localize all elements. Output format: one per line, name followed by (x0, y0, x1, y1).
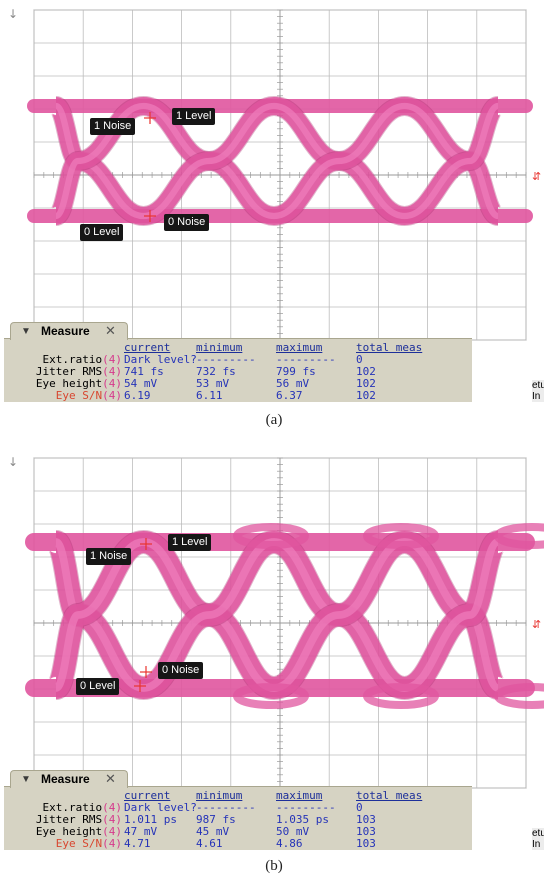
measure-value-current: 1.011 ps (124, 813, 177, 826)
close-icon[interactable]: ✕ (105, 323, 116, 338)
scope-panel-b: ↓ ⇵ 1 Noise 1 Level 0 Level 0 Noise ▼ Mea… (4, 450, 544, 850)
measure-value-total: 103 (356, 813, 376, 826)
measure-value-total: 103 (356, 825, 376, 838)
eye-trace-core (404, 102, 500, 220)
scope-panel-a: ↓ ⇵ 1 Noise 1 Level 0 Level 0 Noise ▼ Mea… (4, 2, 544, 402)
eye-trace-core (403, 538, 500, 692)
channel-label: (4) (102, 801, 122, 814)
channel-label: (4) (102, 825, 122, 838)
channel-label: (4) (102, 353, 122, 366)
measure-value-current: 4.71 (124, 837, 151, 850)
measure-value-total: 102 (356, 389, 376, 402)
measure-value-maximum: 799 fs (276, 365, 316, 378)
channel-label: (4) (102, 813, 122, 826)
eye-overshoot (494, 523, 544, 549)
zero-noise-callout: 0 Noise (164, 214, 210, 231)
zero-level-callout: 0 Level (76, 678, 120, 695)
measure-tab-label: Measure (41, 324, 90, 338)
measure-column-header[interactable]: maximum (276, 341, 323, 354)
measure-tab[interactable]: ▼ Measure ✕ (10, 322, 128, 340)
measure-value-current: Dark level? (124, 353, 197, 366)
measure-value-minimum: 53 mV (196, 377, 230, 390)
measure-row-name: Eye S/N(4) (55, 389, 122, 402)
measure-tab[interactable]: ▼ Measure ✕ (10, 770, 128, 788)
measure-column-header[interactable]: minimum (196, 789, 243, 802)
channel-label: (4) (102, 837, 122, 850)
setup-side-tab[interactable]: etup In (532, 828, 544, 850)
measure-value-minimum: 45 mV (196, 825, 230, 838)
measure-value-current: 54 mV (124, 377, 158, 390)
caption-a: (a) (265, 412, 283, 428)
level-marker-icon: ⇵ (532, 618, 541, 631)
one-noise-callout: 1 Noise (90, 118, 136, 135)
measure-value-minimum: 4.61 (196, 837, 223, 850)
measure-value-maximum: 4.86 (276, 837, 303, 850)
eye-trace-core (143, 102, 275, 220)
measure-value-maximum: --------- (276, 801, 336, 814)
measure-value-minimum: 6.11 (196, 389, 223, 402)
measure-value-minimum: 987 fs (196, 813, 236, 826)
eye-overshoot (494, 683, 544, 709)
eye-trace-core (273, 102, 405, 220)
measure-value-total: 0 (356, 353, 363, 366)
eye-trace-core (273, 538, 406, 692)
measure-value-maximum: --------- (276, 353, 336, 366)
channel-label: (4) (102, 377, 122, 390)
measure-value-total: 103 (356, 837, 376, 850)
measure-value-maximum: 50 mV (276, 825, 310, 838)
measure-value-minimum: --------- (196, 353, 256, 366)
measure-value-maximum: 56 mV (276, 377, 310, 390)
measure-column-header[interactable]: current (124, 341, 171, 354)
measure-column-header[interactable]: total meas (356, 341, 423, 354)
measure-value-current: 741 fs (124, 365, 164, 378)
one-noise-callout: 1 Noise (86, 548, 132, 565)
one-level-callout: 1 Level (168, 534, 212, 551)
trigger-arrow-icon: ↓ (8, 7, 18, 21)
eye-trace-core (54, 102, 144, 220)
measure-panel: ▼ Measure ✕ current minimum maximum total m… (4, 770, 472, 850)
measure-value-current: 6.19 (124, 389, 151, 402)
eye-diagram-screen-a: ↓⇵ (8, 7, 541, 341)
one-level-callout: 1 Level (172, 108, 216, 125)
measure-column-header[interactable]: maximum (276, 789, 323, 802)
close-icon[interactable]: ✕ (105, 771, 116, 786)
setup-side-tab[interactable]: etup In (532, 380, 544, 402)
measure-value-current: 47 mV (124, 825, 158, 838)
measure-value-total: 102 (356, 377, 376, 390)
measure-row-name: Eye S/N(4) (55, 837, 122, 850)
measure-row-name: Jitter RMS(4) (35, 365, 122, 378)
measure-column-header[interactable]: minimum (196, 341, 243, 354)
measure-value-total: 102 (356, 365, 376, 378)
measure-value-maximum: 6.37 (276, 389, 303, 402)
measure-value-minimum: --------- (196, 801, 256, 814)
collapse-triangle-icon[interactable]: ▼ (21, 774, 31, 785)
measure-row-name: Eye height(4) (35, 825, 122, 838)
channel-label: (4) (102, 389, 122, 402)
level-marker-icon: ⇵ (532, 170, 541, 183)
measure-row-name: Jitter RMS(4) (35, 813, 122, 826)
measure-column-header[interactable]: current (124, 789, 171, 802)
measure-value-current: Dark level? (124, 801, 197, 814)
caption-b: (b) (265, 858, 283, 874)
measure-tab-label: Measure (41, 772, 90, 786)
collapse-triangle-icon[interactable]: ▼ (21, 326, 31, 337)
trigger-arrow-icon: ↓ (8, 455, 18, 469)
measure-column-header[interactable]: total meas (356, 789, 423, 802)
eye-overshoot (233, 523, 309, 549)
measure-value-total: 0 (356, 801, 363, 814)
measure-row-name: Eye height(4) (35, 377, 122, 390)
measure-row-name: Ext.ratio(4) (42, 353, 122, 366)
eye-overshoot (233, 683, 309, 709)
zero-noise-callout: 0 Noise (158, 662, 204, 679)
zero-level-callout: 0 Level (80, 224, 124, 241)
measure-row-name: Ext.ratio(4) (42, 801, 122, 814)
channel-label: (4) (102, 365, 122, 378)
eye-diagram-screen-b: ↓⇵ (8, 455, 544, 789)
eye-overshoot (363, 523, 439, 549)
eye-overshoot (363, 683, 439, 709)
measure-value-minimum: 732 fs (196, 365, 236, 378)
measure-value-maximum: 1.035 ps (276, 813, 329, 826)
measure-panel: ▼ Measure ✕ current minimum maximum total m… (4, 322, 472, 402)
